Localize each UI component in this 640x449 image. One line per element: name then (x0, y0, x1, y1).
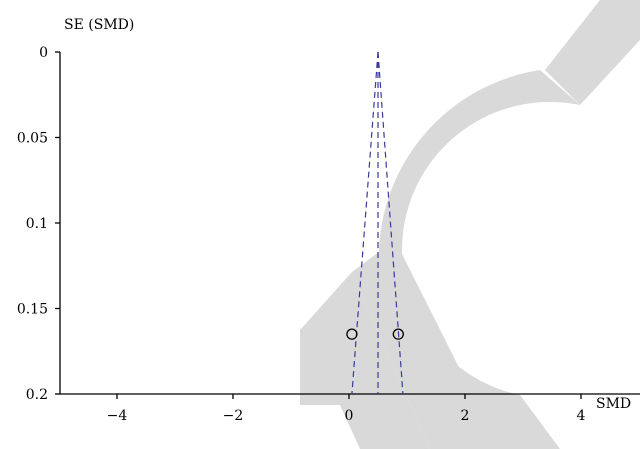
x-axis-title: SMD (596, 396, 631, 412)
watermark-c-shape (378, 70, 580, 449)
watermark-a-shape (300, 272, 430, 449)
x-tick-label: 2 (461, 408, 470, 424)
y-tick-label: 0 (39, 45, 48, 61)
y-tick-labels: 0 0.05 0.1 0.15 0.2 (17, 45, 48, 403)
x-tick-labels: −4 −2 0 2 4 (107, 408, 586, 424)
y-tick-label: 0.15 (17, 302, 48, 318)
axes (55, 51, 640, 399)
y-tick-label: 0.1 (26, 216, 48, 232)
x-tick-label: 4 (577, 408, 586, 424)
retracted-watermark-icon (300, 0, 640, 449)
x-tick-label: 0 (345, 408, 354, 424)
data-points (346, 328, 404, 340)
watermark-t-shape (545, 0, 640, 105)
x-tick-label: −2 (223, 408, 244, 424)
x-tick-label: −4 (107, 408, 128, 424)
study-point (346, 328, 358, 340)
funnel-right-line (377, 51, 404, 395)
study-point (392, 328, 404, 340)
y-tick-label: 0.05 (17, 131, 48, 147)
y-tick-label: 0.2 (26, 387, 48, 403)
y-axis-title: SE (SMD) (64, 17, 134, 33)
